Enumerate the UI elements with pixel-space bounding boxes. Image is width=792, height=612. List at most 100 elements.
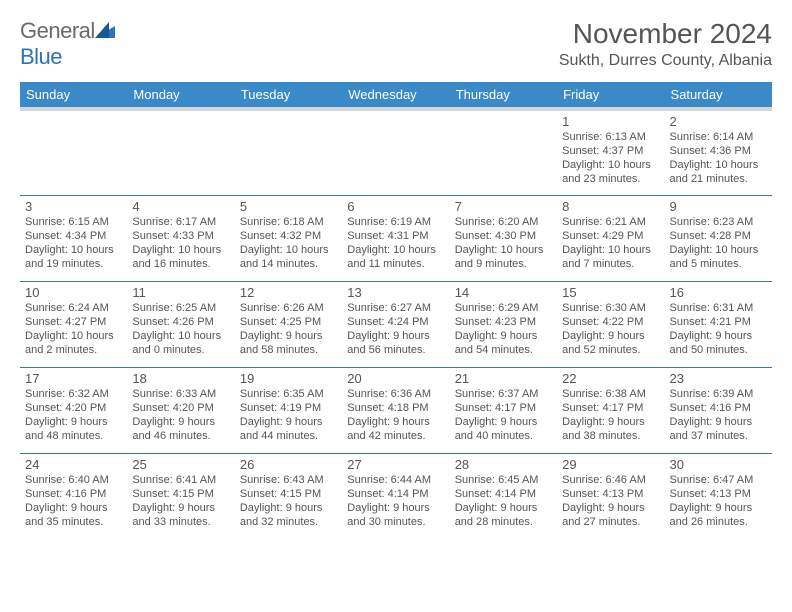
day-details: Sunrise: 6:40 AMSunset: 4:16 PMDaylight:… — [25, 473, 122, 529]
daylight-text: Daylight: 10 hours and 16 minutes. — [132, 243, 229, 271]
day-details: Sunrise: 6:30 AMSunset: 4:22 PMDaylight:… — [562, 301, 659, 357]
sunset-text: Sunset: 4:27 PM — [25, 315, 122, 329]
daylight-text: Daylight: 9 hours and 38 minutes. — [562, 415, 659, 443]
day-cell: 7Sunrise: 6:20 AMSunset: 4:30 PMDaylight… — [450, 195, 557, 281]
daylight-text: Daylight: 9 hours and 52 minutes. — [562, 329, 659, 357]
daylight-text: Daylight: 10 hours and 14 minutes. — [240, 243, 337, 271]
day-details: Sunrise: 6:14 AMSunset: 4:36 PMDaylight:… — [670, 130, 767, 186]
logo-word1: General — [20, 18, 95, 43]
daylight-text: Daylight: 9 hours and 26 minutes. — [670, 501, 767, 529]
col-thursday: Thursday — [450, 82, 557, 109]
sunrise-text: Sunrise: 6:44 AM — [347, 473, 444, 487]
day-number: 25 — [132, 457, 229, 472]
day-details: Sunrise: 6:15 AMSunset: 4:34 PMDaylight:… — [25, 215, 122, 271]
col-monday: Monday — [127, 82, 234, 109]
sunrise-text: Sunrise: 6:26 AM — [240, 301, 337, 315]
day-number: 24 — [25, 457, 122, 472]
day-details: Sunrise: 6:29 AMSunset: 4:23 PMDaylight:… — [455, 301, 552, 357]
calendar-table: Sunday Monday Tuesday Wednesday Thursday… — [20, 82, 772, 539]
day-details: Sunrise: 6:24 AMSunset: 4:27 PMDaylight:… — [25, 301, 122, 357]
sunrise-text: Sunrise: 6:29 AM — [455, 301, 552, 315]
day-number: 15 — [562, 285, 659, 300]
sunset-text: Sunset: 4:28 PM — [670, 229, 767, 243]
day-details: Sunrise: 6:27 AMSunset: 4:24 PMDaylight:… — [347, 301, 444, 357]
day-number: 29 — [562, 457, 659, 472]
sunrise-text: Sunrise: 6:21 AM — [562, 215, 659, 229]
day-cell: 2Sunrise: 6:14 AMSunset: 4:36 PMDaylight… — [665, 109, 772, 195]
day-number: 8 — [562, 199, 659, 214]
sunset-text: Sunset: 4:32 PM — [240, 229, 337, 243]
daylight-text: Daylight: 10 hours and 7 minutes. — [562, 243, 659, 271]
daylight-text: Daylight: 9 hours and 28 minutes. — [455, 501, 552, 529]
day-cell: 25Sunrise: 6:41 AMSunset: 4:15 PMDayligh… — [127, 453, 234, 539]
day-number: 4 — [132, 199, 229, 214]
sunset-text: Sunset: 4:29 PM — [562, 229, 659, 243]
day-details: Sunrise: 6:33 AMSunset: 4:20 PMDaylight:… — [132, 387, 229, 443]
daylight-text: Daylight: 9 hours and 50 minutes. — [670, 329, 767, 357]
sunrise-text: Sunrise: 6:25 AM — [132, 301, 229, 315]
logo: GeneralBlue — [20, 18, 115, 70]
day-number: 17 — [25, 371, 122, 386]
day-cell: 5Sunrise: 6:18 AMSunset: 4:32 PMDaylight… — [235, 195, 342, 281]
day-details: Sunrise: 6:32 AMSunset: 4:20 PMDaylight:… — [25, 387, 122, 443]
sunrise-text: Sunrise: 6:46 AM — [562, 473, 659, 487]
daylight-text: Daylight: 9 hours and 54 minutes. — [455, 329, 552, 357]
day-cell: 20Sunrise: 6:36 AMSunset: 4:18 PMDayligh… — [342, 367, 449, 453]
sunrise-text: Sunrise: 6:43 AM — [240, 473, 337, 487]
day-cell — [342, 109, 449, 195]
day-cell: 11Sunrise: 6:25 AMSunset: 4:26 PMDayligh… — [127, 281, 234, 367]
day-details: Sunrise: 6:37 AMSunset: 4:17 PMDaylight:… — [455, 387, 552, 443]
day-number: 12 — [240, 285, 337, 300]
day-cell: 26Sunrise: 6:43 AMSunset: 4:15 PMDayligh… — [235, 453, 342, 539]
day-details: Sunrise: 6:44 AMSunset: 4:14 PMDaylight:… — [347, 473, 444, 529]
sunset-text: Sunset: 4:16 PM — [25, 487, 122, 501]
sunset-text: Sunset: 4:17 PM — [562, 401, 659, 415]
daylight-text: Daylight: 9 hours and 27 minutes. — [562, 501, 659, 529]
sunset-text: Sunset: 4:20 PM — [132, 401, 229, 415]
sunrise-text: Sunrise: 6:37 AM — [455, 387, 552, 401]
sunrise-text: Sunrise: 6:17 AM — [132, 215, 229, 229]
day-number: 20 — [347, 371, 444, 386]
day-cell: 23Sunrise: 6:39 AMSunset: 4:16 PMDayligh… — [665, 367, 772, 453]
sunrise-text: Sunrise: 6:33 AM — [132, 387, 229, 401]
day-cell — [20, 109, 127, 195]
day-details: Sunrise: 6:41 AMSunset: 4:15 PMDaylight:… — [132, 473, 229, 529]
daylight-text: Daylight: 9 hours and 44 minutes. — [240, 415, 337, 443]
sunset-text: Sunset: 4:14 PM — [455, 487, 552, 501]
sunrise-text: Sunrise: 6:40 AM — [25, 473, 122, 487]
sunset-text: Sunset: 4:18 PM — [347, 401, 444, 415]
week-row: 24Sunrise: 6:40 AMSunset: 4:16 PMDayligh… — [20, 453, 772, 539]
sunset-text: Sunset: 4:25 PM — [240, 315, 337, 329]
day-details: Sunrise: 6:26 AMSunset: 4:25 PMDaylight:… — [240, 301, 337, 357]
day-details: Sunrise: 6:13 AMSunset: 4:37 PMDaylight:… — [562, 130, 659, 186]
day-details: Sunrise: 6:39 AMSunset: 4:16 PMDaylight:… — [670, 387, 767, 443]
day-details: Sunrise: 6:43 AMSunset: 4:15 PMDaylight:… — [240, 473, 337, 529]
day-details: Sunrise: 6:46 AMSunset: 4:13 PMDaylight:… — [562, 473, 659, 529]
day-cell: 10Sunrise: 6:24 AMSunset: 4:27 PMDayligh… — [20, 281, 127, 367]
sunrise-text: Sunrise: 6:41 AM — [132, 473, 229, 487]
day-number: 3 — [25, 199, 122, 214]
page-header: GeneralBlue November 2024 Sukth, Durres … — [20, 18, 772, 70]
sunset-text: Sunset: 4:26 PM — [132, 315, 229, 329]
day-cell: 24Sunrise: 6:40 AMSunset: 4:16 PMDayligh… — [20, 453, 127, 539]
day-number: 2 — [670, 114, 767, 129]
logo-text: GeneralBlue — [20, 18, 115, 70]
day-cell: 16Sunrise: 6:31 AMSunset: 4:21 PMDayligh… — [665, 281, 772, 367]
day-details: Sunrise: 6:31 AMSunset: 4:21 PMDaylight:… — [670, 301, 767, 357]
day-cell: 29Sunrise: 6:46 AMSunset: 4:13 PMDayligh… — [557, 453, 664, 539]
daylight-text: Daylight: 9 hours and 33 minutes. — [132, 501, 229, 529]
daylight-text: Daylight: 10 hours and 11 minutes. — [347, 243, 444, 271]
col-tuesday: Tuesday — [235, 82, 342, 109]
sunset-text: Sunset: 4:33 PM — [132, 229, 229, 243]
sunrise-text: Sunrise: 6:31 AM — [670, 301, 767, 315]
sunset-text: Sunset: 4:13 PM — [670, 487, 767, 501]
day-details: Sunrise: 6:21 AMSunset: 4:29 PMDaylight:… — [562, 215, 659, 271]
title-block: November 2024 Sukth, Durres County, Alba… — [559, 18, 772, 70]
daylight-text: Daylight: 9 hours and 35 minutes. — [25, 501, 122, 529]
day-number: 10 — [25, 285, 122, 300]
col-wednesday: Wednesday — [342, 82, 449, 109]
day-details: Sunrise: 6:23 AMSunset: 4:28 PMDaylight:… — [670, 215, 767, 271]
day-number: 30 — [670, 457, 767, 472]
logo-word2: Blue — [20, 44, 62, 69]
day-number: 16 — [670, 285, 767, 300]
